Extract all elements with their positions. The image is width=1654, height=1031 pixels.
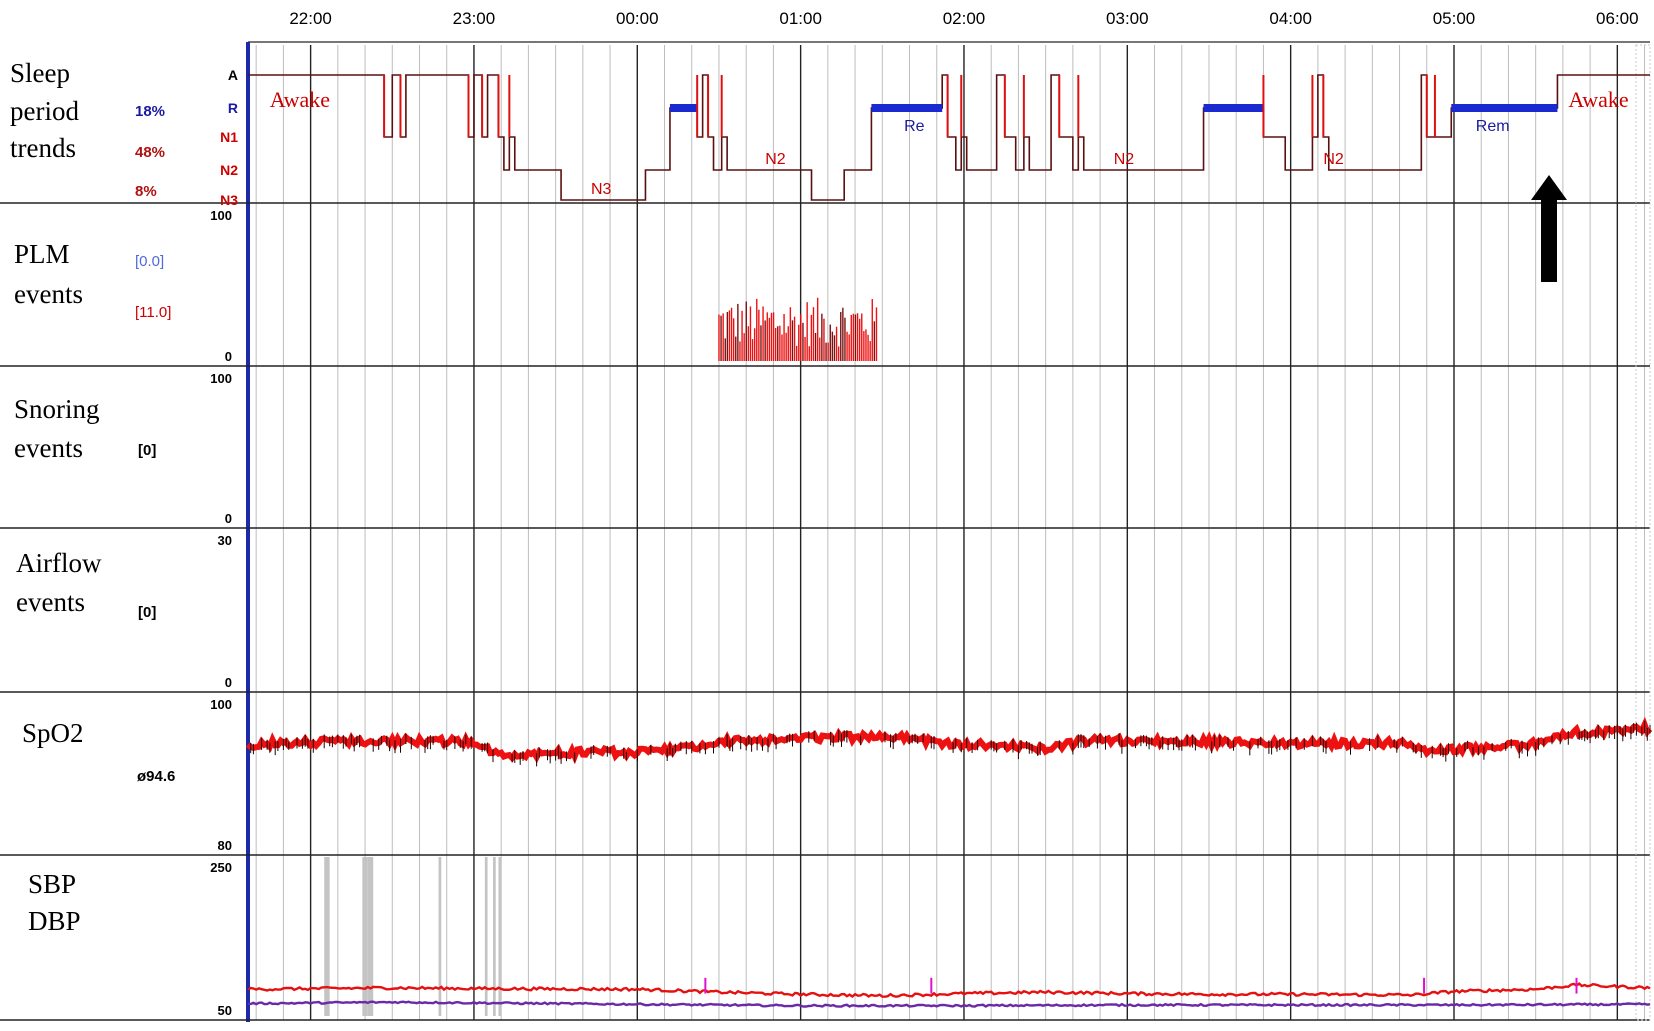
panel-index: [0] bbox=[138, 442, 156, 459]
panel-title: period bbox=[10, 96, 79, 126]
stage-annotation: Awake bbox=[1568, 87, 1628, 112]
time-tick-label: 06:00 bbox=[1596, 9, 1639, 28]
plm-panel: 100 0 bbox=[210, 208, 878, 364]
dbp-trace bbox=[247, 1000, 1651, 1008]
y-max-label: 100 bbox=[210, 208, 232, 223]
panel-index: [0] bbox=[138, 604, 156, 621]
artifact-band bbox=[493, 857, 496, 1016]
stage-annotation: Awake bbox=[270, 87, 330, 112]
rem-bar bbox=[871, 104, 943, 112]
stage-label: R bbox=[228, 100, 238, 116]
stage-annotation: N2 bbox=[1323, 151, 1344, 168]
time-tick-label: 01:00 bbox=[779, 9, 822, 28]
time-tick-label: 03:00 bbox=[1106, 9, 1149, 28]
stage-annotation: N2 bbox=[1114, 151, 1135, 168]
stage-percentage: 8% bbox=[135, 183, 157, 200]
stage-annotation: N3 bbox=[591, 181, 612, 198]
y-max-label: 30 bbox=[218, 533, 232, 548]
y-min-label: 0 bbox=[225, 349, 232, 364]
panel-title: Airflow bbox=[16, 548, 102, 578]
y-max-label: 100 bbox=[210, 371, 232, 386]
panel-index: [11.0] bbox=[135, 304, 171, 321]
panel-title: events bbox=[14, 433, 83, 463]
time-tick-label: 02:00 bbox=[943, 9, 986, 28]
stage-annotation: Rem bbox=[1476, 118, 1510, 135]
snoring-panel: 100 0 bbox=[210, 371, 232, 526]
panel-index: [0.0] bbox=[135, 253, 164, 270]
end-hatch bbox=[1635, 44, 1651, 1021]
stage-label: N2 bbox=[220, 162, 238, 178]
artifact-band bbox=[498, 857, 502, 1016]
rem-bar bbox=[1451, 104, 1558, 112]
panel-title: Sleep bbox=[10, 58, 70, 88]
y-min-label: 0 bbox=[225, 675, 232, 690]
panel-title: Snoring bbox=[14, 394, 100, 424]
panel-title: SpO2 bbox=[22, 718, 84, 748]
artifact-band bbox=[324, 857, 330, 1016]
y-max-label: 100 bbox=[210, 697, 232, 712]
artifact-band bbox=[484, 857, 488, 1016]
y-min-label: 50 bbox=[218, 1003, 232, 1018]
up-arrow-icon bbox=[1531, 175, 1567, 282]
chart-frame bbox=[0, 41, 1651, 1022]
stage-annotation: N2 bbox=[765, 151, 786, 168]
time-tick-label: 22:00 bbox=[289, 9, 332, 28]
rem-bar bbox=[1203, 104, 1264, 112]
spo2-spikes bbox=[250, 720, 1651, 767]
y-min-label: 0 bbox=[225, 511, 232, 526]
time-tick-label: 23:00 bbox=[453, 9, 496, 28]
time-axis: 22:00 23:00 00:00 01:00 02:00 03:00 04:00 05:00… bbox=[289, 9, 1638, 28]
time-tick-label: 04:00 bbox=[1269, 9, 1312, 28]
hypnogram-trace bbox=[248, 74, 1650, 201]
artifact-band bbox=[367, 857, 374, 1016]
panel-title: DBP bbox=[28, 906, 81, 936]
panel-title: trends bbox=[10, 133, 76, 163]
spo2-trace bbox=[245, 716, 1653, 765]
panel-index: ø94.6 bbox=[137, 768, 175, 785]
panel-title: SBP bbox=[28, 869, 76, 899]
stage-percentage: 48% bbox=[135, 144, 165, 161]
stage-label: N3 bbox=[220, 192, 238, 208]
stage-label: N1 bbox=[220, 129, 238, 145]
spo2-panel: 100 80 bbox=[210, 697, 1653, 853]
rem-bar bbox=[669, 104, 698, 112]
stage-percentage: 18% bbox=[135, 103, 165, 120]
stage-label: A bbox=[228, 67, 238, 83]
hypnogram-panel: A R N1 N2 N3 18% 48% 8% Awake N3 N2 Re N2 N2 Rem Awake bbox=[135, 67, 1650, 208]
time-grid bbox=[255, 45, 1646, 1020]
panel-labels: Sleep period trends PLM events Snoring events A… bbox=[10, 58, 175, 936]
y-max-label: 250 bbox=[210, 860, 232, 875]
blood-pressure-panel: 250 50 bbox=[210, 857, 1651, 1018]
panel-title: events bbox=[16, 587, 85, 617]
artifact-band bbox=[362, 857, 368, 1016]
stage-annotation: Re bbox=[904, 118, 925, 135]
sbp-trace bbox=[247, 982, 1651, 998]
artifact-band bbox=[438, 857, 442, 1016]
y-min-label: 80 bbox=[218, 838, 232, 853]
time-tick-label: 05:00 bbox=[1433, 9, 1476, 28]
panel-title: events bbox=[14, 279, 83, 309]
airflow-panel: 30 0 bbox=[218, 533, 232, 690]
time-tick-label: 00:00 bbox=[616, 9, 659, 28]
panel-title: PLM bbox=[14, 239, 70, 269]
